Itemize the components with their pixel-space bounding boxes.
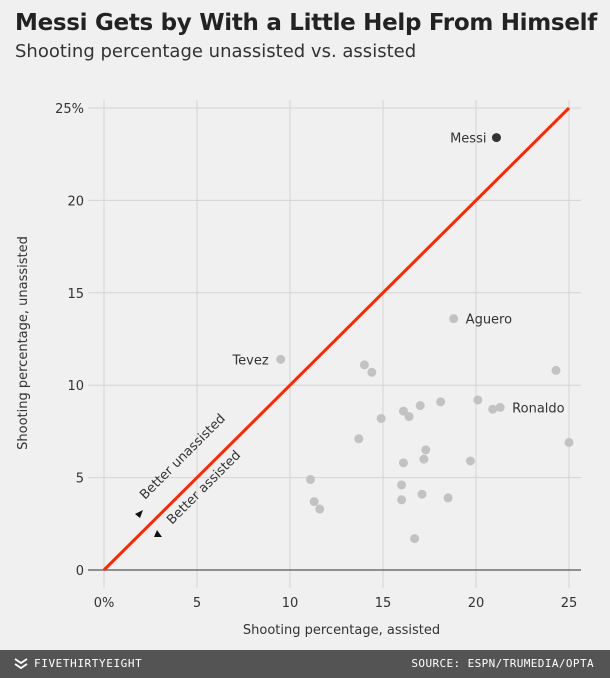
player-point xyxy=(398,458,408,468)
player-point xyxy=(367,367,377,377)
down-arrow-icon xyxy=(154,530,162,537)
x-tick-label: 15 xyxy=(375,596,392,611)
y-tick-label: 15 xyxy=(67,287,84,302)
x-tick-label: 25 xyxy=(561,596,578,611)
y-tick-label: 0 xyxy=(76,564,84,579)
player-point xyxy=(551,365,561,375)
player-point xyxy=(417,489,427,499)
player-point xyxy=(410,534,420,544)
brand: FIVETHIRTYEIGHT xyxy=(14,657,142,670)
fivethirtyeight-logo-icon xyxy=(14,657,28,669)
player-point xyxy=(488,404,498,414)
player-point xyxy=(473,395,483,405)
point-label-aguero: Aguero xyxy=(466,313,512,328)
x-tick-label: 20 xyxy=(468,596,485,611)
player-point xyxy=(465,456,475,466)
player-point xyxy=(419,454,429,464)
brand-name: FIVETHIRTYEIGHT xyxy=(34,657,143,670)
player-point xyxy=(443,493,453,503)
player-point xyxy=(397,495,407,505)
player-point xyxy=(309,497,319,507)
y-tick-label: 10 xyxy=(67,379,84,394)
better-unassisted-label: Better unassisted xyxy=(137,411,228,502)
y-axis-title: Shooting percentage, unassisted xyxy=(16,236,31,450)
point-label-tevez: Tevez xyxy=(231,353,268,368)
player-point xyxy=(415,401,425,411)
player-point xyxy=(397,480,407,490)
player-point xyxy=(398,406,408,416)
player-point xyxy=(305,474,315,484)
y-tick-label: 20 xyxy=(67,194,84,209)
chart-title: Messi Gets by With a Little Help From Hi… xyxy=(15,10,597,36)
player-point-ronaldo xyxy=(495,402,505,412)
player-point-tevez xyxy=(276,354,286,364)
point-label-ronaldo: Ronaldo xyxy=(512,401,564,416)
x-tick-label: 0% xyxy=(94,596,115,611)
x-tick-label: 5 xyxy=(193,596,201,611)
point-label-messi: Messi xyxy=(450,132,486,147)
player-point xyxy=(564,437,574,447)
player-point xyxy=(315,504,325,514)
chart-subtitle: Shooting percentage unassisted vs. assis… xyxy=(15,41,417,62)
player-point xyxy=(404,412,414,422)
player-point-aguero xyxy=(449,314,459,324)
player-point xyxy=(354,434,364,444)
player-point xyxy=(436,397,446,407)
x-tick-label: 10 xyxy=(282,596,299,611)
x-axis-title: Shooting percentage, assisted xyxy=(243,623,440,638)
y-tick-label: 25% xyxy=(55,102,84,117)
source-note: SOURCE: ESPN/TRUMEDIA/OPTA xyxy=(411,657,594,670)
player-point xyxy=(376,413,386,423)
footer-bar: FIVETHIRTYEIGHT SOURCE: ESPN/TRUMEDIA/OP… xyxy=(0,650,610,678)
scatter-chart: 0 5 10 15 20 25% 0% 5 10 15 20 25 Shooting percentag… xyxy=(16,100,581,638)
player-point xyxy=(421,445,431,455)
y-tick-label: 5 xyxy=(76,472,84,487)
player-point xyxy=(359,360,369,370)
up-arrow-icon xyxy=(135,510,143,518)
player-point-messi xyxy=(491,133,501,143)
equality-line xyxy=(102,106,571,572)
